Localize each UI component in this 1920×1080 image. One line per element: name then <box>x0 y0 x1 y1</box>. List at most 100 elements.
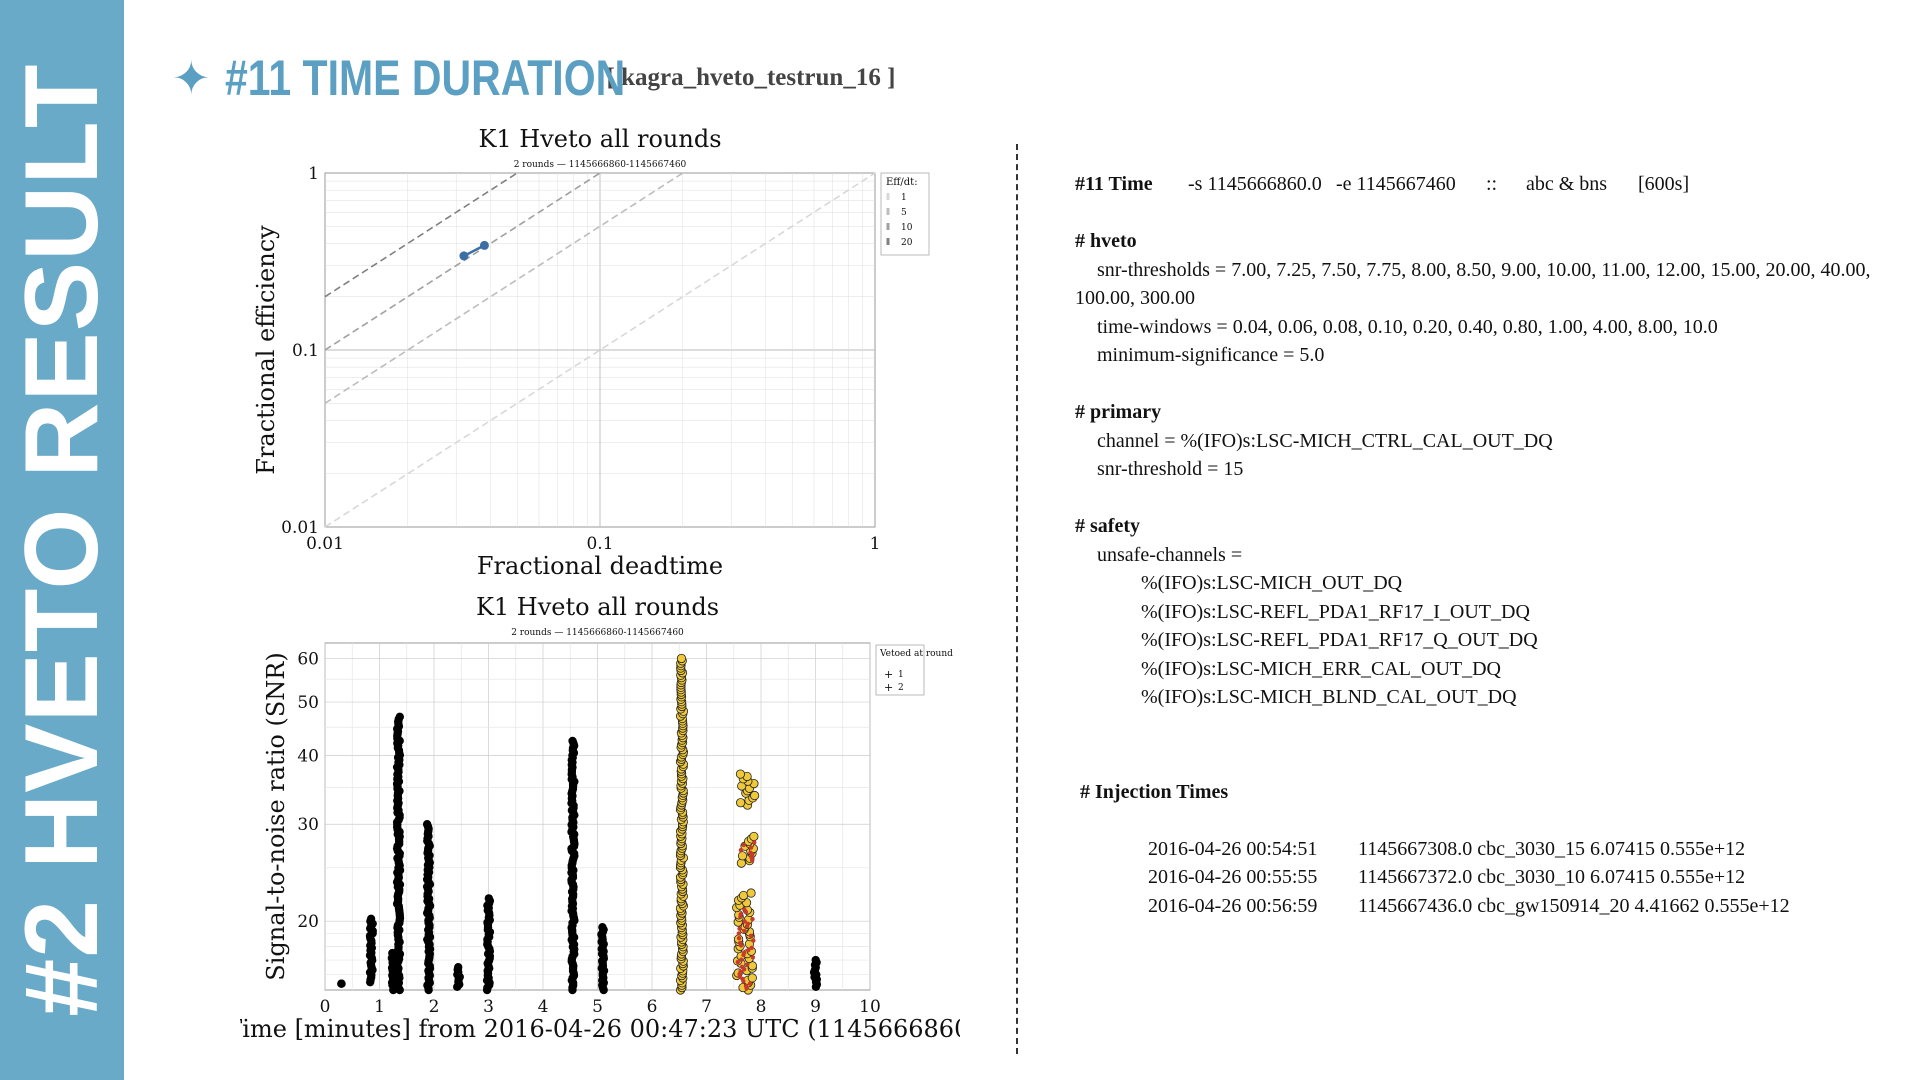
event-point <box>743 983 749 989</box>
primary-channel: channel = %(IFO)s:LSC-MICH_CTRL_CAL_OUT_… <box>1097 429 1553 452</box>
y-tick-label: 20 <box>297 912 319 932</box>
y-tick-label: 1 <box>308 164 319 184</box>
event-point <box>737 926 742 931</box>
event-cluster <box>392 712 405 995</box>
event-cluster <box>675 653 689 995</box>
x-tick-label: 10 <box>859 997 881 1017</box>
x-tick-label: 0.1 <box>586 534 613 554</box>
x-tick-label: 1 <box>374 997 385 1017</box>
event-point <box>736 798 746 808</box>
event-point <box>598 923 607 932</box>
event-point <box>752 840 757 845</box>
injection-date: 2016-04-26 00:56:59 <box>1148 894 1318 917</box>
sidebar: #2 HVETO RESULT <box>0 0 124 1080</box>
event-point <box>750 955 756 960</box>
legend-entry: 10 <box>901 223 913 233</box>
points <box>337 653 822 995</box>
event-point <box>366 914 376 924</box>
event-point <box>742 950 747 955</box>
injection-date: 2016-04-26 00:55:55 <box>1148 866 1318 888</box>
unsafe-channel: %(IFO)s:LSC-REFL_PDA1_RF17_Q_OUT_DQ <box>1141 629 1538 651</box>
x-tick-label: 1 <box>870 534 881 554</box>
x-axis-label: Time [minutes] from 2016-04-26 00:47:23 … <box>240 1015 960 1043</box>
y-tick-label: 30 <box>297 815 319 835</box>
x-tick-label: 7 <box>701 997 712 1017</box>
x-tick-label: 6 <box>647 997 658 1017</box>
event-point <box>739 957 744 962</box>
event-point <box>811 955 820 965</box>
data-point <box>459 251 469 261</box>
ratio-line <box>324 172 876 528</box>
event-cluster <box>453 963 464 992</box>
safety-block: # safety unsafe-channels = %(IFO)s:LSC-M… <box>1075 512 1915 712</box>
x-tick-label: 9 <box>810 997 821 1017</box>
section-title: #2 HVETO RESULT <box>4 63 120 1017</box>
legend: Vetoed at round + 1 + 2 <box>875 644 953 696</box>
chart-subtitle: 2 rounds — 1145666860-1145667460 <box>511 628 684 638</box>
injection-head: # Injection Times <box>1080 781 1229 803</box>
x-tick-label: 3 <box>483 997 494 1017</box>
config-panel: #11 Time -s 1145666860.0 -e 1145667460:: ab… <box>1075 170 1915 740</box>
run-name: [ kagra_hveto_testrun_16 ] <box>606 64 896 91</box>
hveto-head: # hveto <box>1075 230 1137 252</box>
divider <box>1016 144 1018 1054</box>
event-point <box>738 890 749 901</box>
legend-marker: + <box>884 681 893 694</box>
unsafe-channel: %(IFO)s:LSC-REFL_PDA1_RF17_I_OUT_DQ <box>1141 600 1530 623</box>
injection-row: 2016-04-26 00:54:51 1145667308.0 cbc_3030… <box>1080 835 1790 864</box>
time-windows: time-windows = 0.04, 0.06, 0.08, 0.10, 0… <box>1097 315 1718 338</box>
event-cluster <box>422 820 435 995</box>
efficiency-deadtime-chart: K1 Hveto all rounds 2 rounds — 1145666860… <box>252 125 930 580</box>
event-point <box>737 851 748 861</box>
legend-entry: 5 <box>901 208 907 218</box>
event-cluster <box>738 840 757 863</box>
y-axis-label: Signal-to-noise ratio (SNR) <box>262 652 290 980</box>
unsafe-channel: %(IFO)s:LSC-MICH_ERR_CAL_OUT_DQ <box>1141 657 1501 680</box>
event-point <box>744 962 750 967</box>
y-tick-label: 0.01 <box>281 518 319 538</box>
event-point <box>748 850 753 855</box>
event-point <box>749 831 759 842</box>
star-icon: ✦ <box>172 51 211 105</box>
unsafe-channel: %(IFO)s:LSC-MICH_OUT_DQ <box>1141 572 1403 594</box>
x-tick-label: 4 <box>538 997 549 1017</box>
event-point <box>746 888 756 898</box>
event-cluster <box>365 914 377 987</box>
primary-head: # primary <box>1075 401 1162 423</box>
legend-entry: 20 <box>901 238 913 248</box>
event-point <box>738 969 743 974</box>
time-kind: abc & bns <box>1526 173 1608 195</box>
injection-row: 2016-04-26 00:56:59 1145667436.0 cbc_gw15… <box>1080 892 1790 921</box>
y-tick-label: 50 <box>297 693 319 713</box>
event-point <box>745 921 751 927</box>
grid <box>324 643 871 990</box>
event-point <box>750 790 760 801</box>
event-cluster <box>597 923 609 995</box>
event-cluster <box>809 955 822 992</box>
snr-time-chart: K1 Hveto all rounds 2 rounds — 1145666860… <box>240 593 960 1043</box>
chart-title: K1 Hveto all rounds <box>476 593 719 621</box>
event-point <box>742 907 747 912</box>
unsafe-channel: %(IFO)s:LSC-MICH_BLND_CAL_OUT_DQ <box>1141 686 1517 708</box>
unsafe-label: unsafe-channels = <box>1097 543 1243 566</box>
data-point <box>479 240 489 250</box>
event-point <box>747 973 757 983</box>
event-point <box>741 842 746 848</box>
x-tick-label: 0.01 <box>306 534 344 554</box>
event-cluster <box>735 907 756 991</box>
snr-thresholds: snr-thresholds = 7.00, 7.25, 7.50, 7.75,… <box>1075 258 1871 310</box>
event-point <box>422 820 432 829</box>
x-tick-label: 8 <box>756 997 767 1017</box>
event-point <box>747 981 753 986</box>
page-header: ✦ #11 TIME DURATION [ kagra_hveto_testru… <box>172 48 895 108</box>
event-point <box>738 847 744 853</box>
injection-info: 1145667372.0 cbc_3030_10 6.07415 0.555e+… <box>1358 866 1746 888</box>
event-point <box>748 845 754 850</box>
chart-subtitle: 2 rounds — 1145666860-1145667460 <box>514 160 687 170</box>
event-point <box>748 933 754 939</box>
event-point <box>453 963 463 972</box>
time-line: #11 Time -s 1145666860.0 -e 1145667460:: ab… <box>1075 170 1915 199</box>
event-point <box>749 945 754 950</box>
event-cluster <box>482 894 495 995</box>
primary-snr: snr-threshold = 15 <box>1097 458 1244 480</box>
